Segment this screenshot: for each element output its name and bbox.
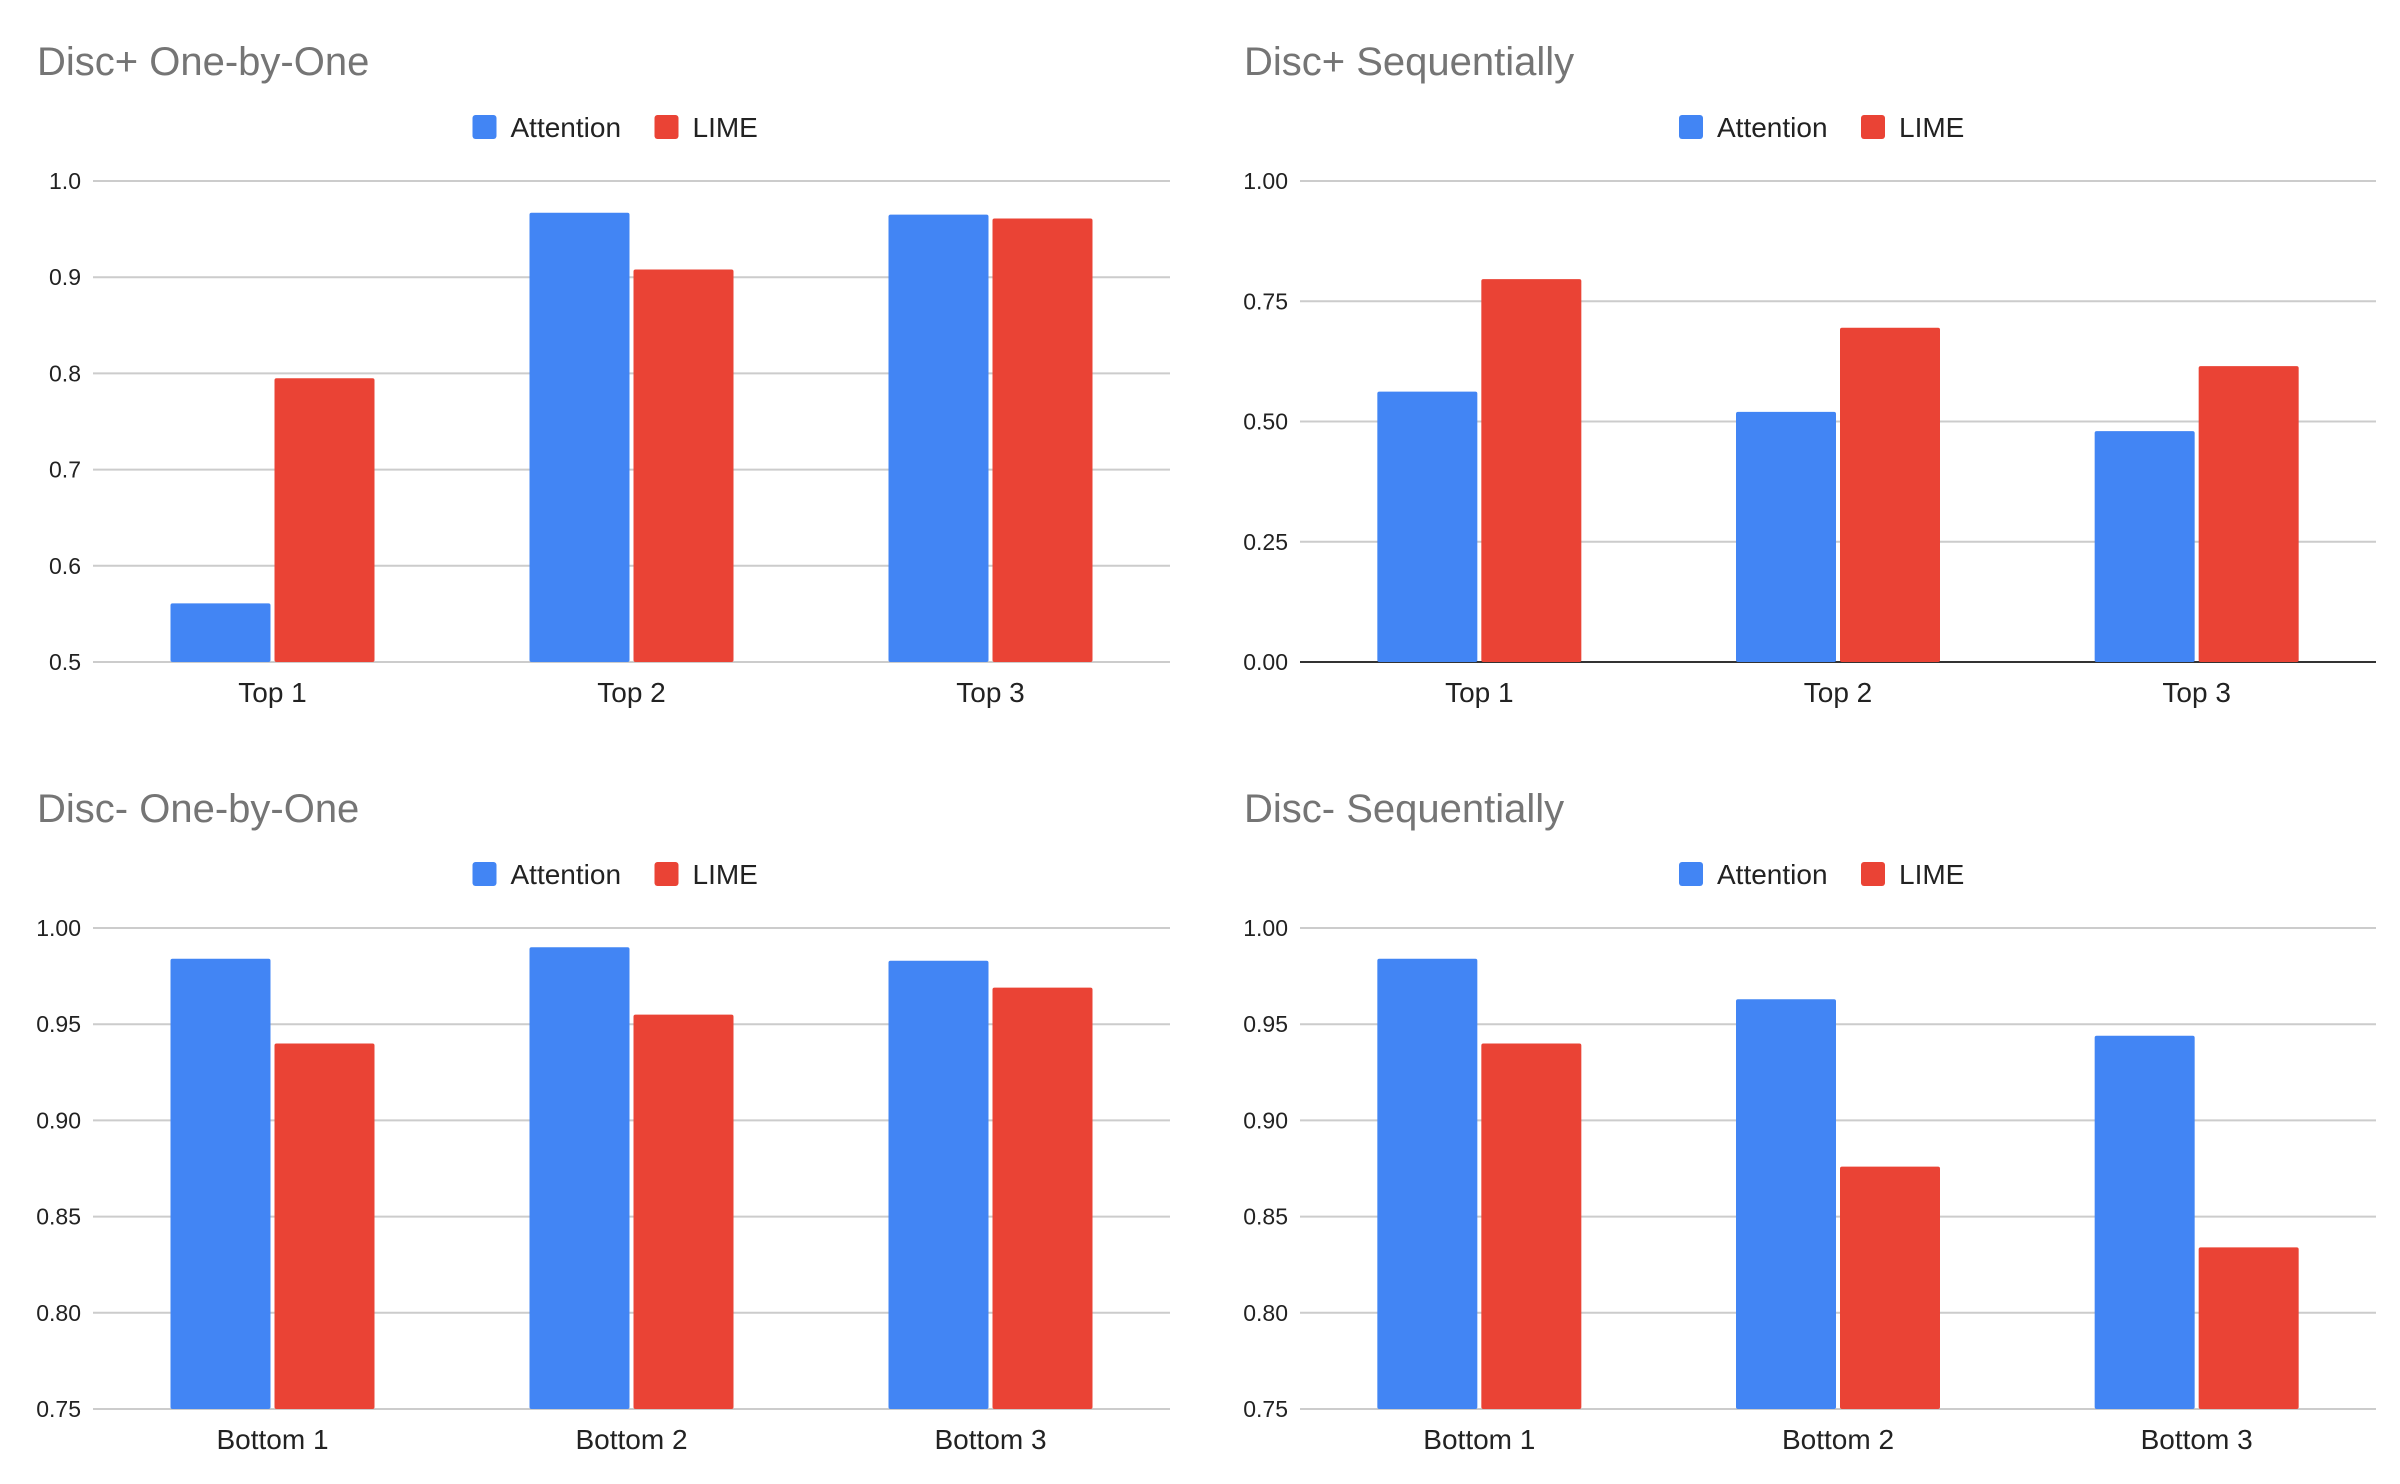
y-tick-label: 0.90 bbox=[1243, 1107, 1288, 1133]
legend-swatch-lime bbox=[654, 115, 679, 139]
chart-title: Disc- One-by-One bbox=[37, 787, 359, 831]
y-tick-label: 0.00 bbox=[1243, 649, 1288, 675]
y-tick-label: 0.9 bbox=[49, 264, 81, 290]
x-tick-label: Bottom 2 bbox=[575, 1424, 687, 1455]
bar-attention-top-2 bbox=[1736, 411, 1836, 662]
bar-attention-top-2 bbox=[529, 212, 630, 662]
bar-lime-top-3 bbox=[992, 218, 1093, 662]
x-tick-label: Top 2 bbox=[597, 677, 666, 708]
bar-attention-bottom-3 bbox=[2094, 1035, 2195, 1409]
y-tick-label: 1.0 bbox=[49, 168, 81, 194]
y-tick-label: 0.7 bbox=[49, 457, 81, 483]
x-tick-label: Bottom 3 bbox=[2141, 1424, 2253, 1455]
bar-lime-bottom-1 bbox=[1481, 1043, 1582, 1409]
legend-label-attention: Attention bbox=[1717, 859, 1828, 890]
x-tick-label: Bottom 3 bbox=[934, 1424, 1046, 1455]
x-tick-label: Bottom 2 bbox=[1782, 1424, 1894, 1455]
y-tick-label: 0.85 bbox=[36, 1204, 81, 1230]
x-tick-label: Top 1 bbox=[1445, 677, 1514, 708]
y-tick-label: 1.00 bbox=[1243, 168, 1288, 194]
bar-lime-top-1 bbox=[274, 378, 375, 662]
legend-label-attention: Attention bbox=[1717, 112, 1828, 143]
legend-swatch-lime bbox=[1861, 862, 1885, 886]
legend-label-lime: LIME bbox=[1899, 859, 1964, 890]
x-tick-label: Bottom 1 bbox=[1423, 1424, 1535, 1455]
bar-attention-bottom-2 bbox=[1736, 999, 1836, 1409]
legend-label-lime: LIME bbox=[1899, 112, 1964, 143]
bar-attention-bottom-1 bbox=[1377, 958, 1478, 1409]
bar-lime-bottom-2 bbox=[633, 1014, 734, 1409]
bar-lime-top-2 bbox=[1840, 327, 1940, 662]
y-tick-label: 0.75 bbox=[1243, 1396, 1288, 1422]
x-tick-label: Top 2 bbox=[1804, 677, 1873, 708]
legend-label-lime: LIME bbox=[693, 112, 758, 143]
bar-attention-top-3 bbox=[2094, 431, 2195, 662]
y-tick-label: 1.00 bbox=[36, 915, 81, 941]
chart-title: Disc+ Sequentially bbox=[1244, 40, 1574, 84]
x-tick-label: Bottom 1 bbox=[216, 1424, 328, 1455]
legend-label-attention: Attention bbox=[511, 112, 622, 143]
y-tick-label: 0.50 bbox=[1243, 409, 1288, 435]
bar-lime-top-3 bbox=[2198, 366, 2299, 662]
chart-panel-4: Disc- Sequentially Attention LIME 0.75 0.80 0… bbox=[1243, 787, 2376, 1455]
y-tick-label: 0.25 bbox=[1243, 529, 1288, 555]
x-tick-label: Top 1 bbox=[238, 677, 307, 708]
bar-attention-top-1 bbox=[170, 603, 271, 662]
bar-lime-bottom-1 bbox=[274, 1043, 375, 1409]
y-tick-label: 0.6 bbox=[49, 553, 81, 579]
bar-lime-top-2 bbox=[633, 269, 734, 662]
y-tick-label: 0.5 bbox=[49, 649, 81, 675]
legend-swatch-attention bbox=[472, 115, 497, 139]
bar-attention-bottom-3 bbox=[888, 960, 989, 1409]
y-tick-label: 0.95 bbox=[1243, 1011, 1288, 1037]
chart-title: Disc+ One-by-One bbox=[37, 40, 369, 84]
y-tick-label: 0.8 bbox=[49, 360, 81, 386]
y-tick-label: 0.80 bbox=[36, 1300, 81, 1326]
x-tick-label: Top 3 bbox=[2162, 677, 2231, 708]
y-tick-label: 0.75 bbox=[1243, 288, 1288, 314]
bar-lime-bottom-3 bbox=[2198, 1247, 2299, 1409]
chart-title: Disc- Sequentially bbox=[1244, 787, 1564, 831]
chart-panel-1: Disc+ One-by-One Attention LIME 0.5 0.6 0.7 0.… bbox=[37, 40, 1170, 708]
bar-attention-top-3 bbox=[888, 214, 989, 663]
y-tick-label: 1.00 bbox=[1243, 915, 1288, 941]
legend-swatch-attention bbox=[1679, 862, 1703, 886]
legend-label-attention: Attention bbox=[511, 859, 622, 890]
legend-swatch-attention bbox=[1679, 115, 1703, 139]
bar-attention-bottom-1 bbox=[170, 958, 271, 1409]
chart-panel-2: Disc+ Sequentially Attention LIME 0.00 0.25 0… bbox=[1243, 40, 2376, 708]
y-tick-label: 0.90 bbox=[36, 1107, 81, 1133]
bar-attention-bottom-2 bbox=[529, 947, 630, 1409]
y-tick-label: 0.75 bbox=[36, 1396, 81, 1422]
y-tick-label: 0.80 bbox=[1243, 1300, 1288, 1326]
y-tick-label: 0.85 bbox=[1243, 1204, 1288, 1230]
y-tick-label: 0.95 bbox=[36, 1011, 81, 1037]
legend-swatch-lime bbox=[654, 862, 679, 886]
bar-lime-bottom-2 bbox=[1840, 1166, 1940, 1409]
bar-lime-top-1 bbox=[1481, 279, 1582, 662]
bar-lime-bottom-3 bbox=[992, 987, 1093, 1409]
legend-swatch-attention bbox=[472, 862, 497, 886]
chart-panel-3: Disc- One-by-One Attention LIME 0.75 0.80 0.8… bbox=[36, 787, 1170, 1455]
legend-swatch-lime bbox=[1861, 115, 1885, 139]
legend-label-lime: LIME bbox=[693, 859, 758, 890]
bar-attention-top-1 bbox=[1377, 391, 1478, 662]
x-tick-label: Top 3 bbox=[956, 677, 1025, 708]
